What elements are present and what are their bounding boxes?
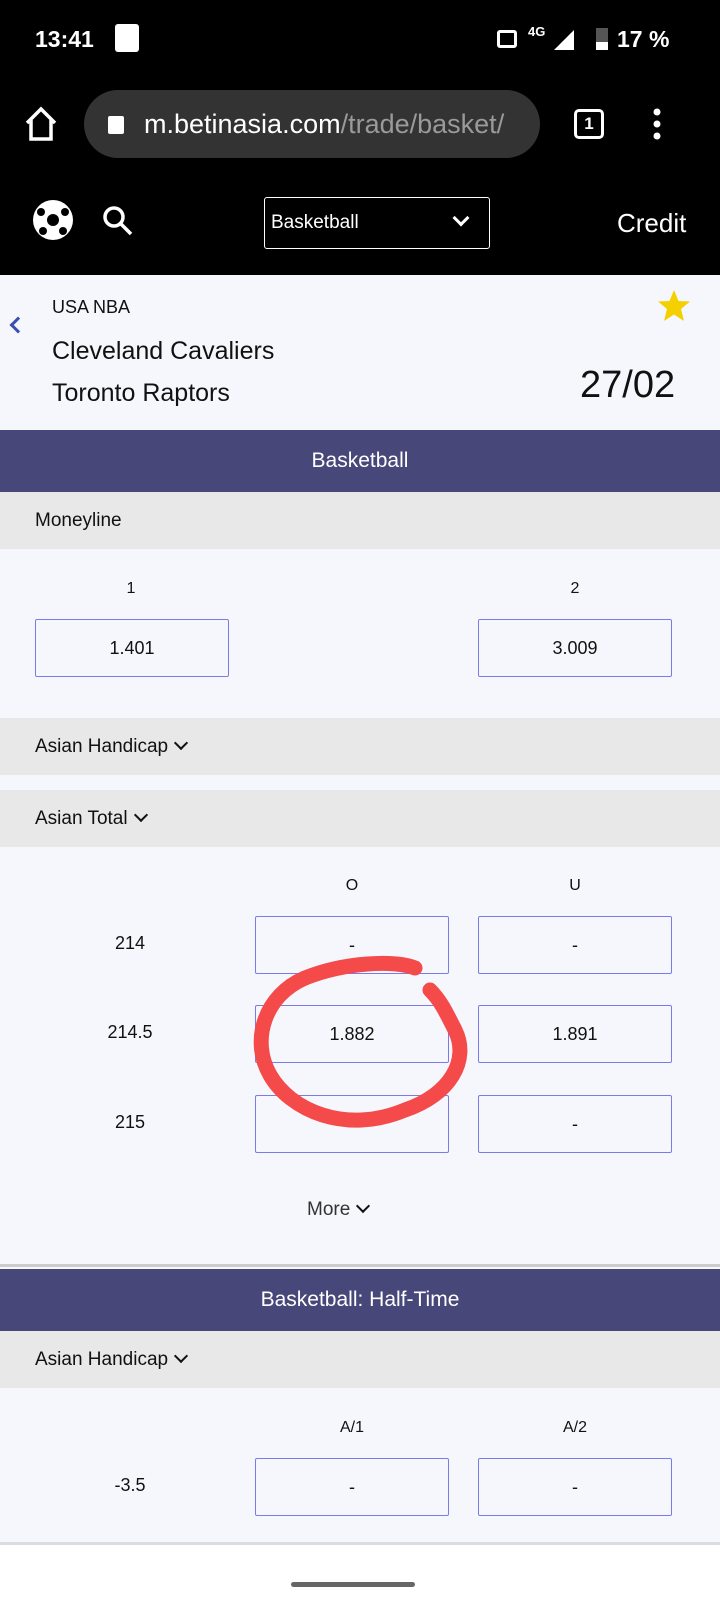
odds-button-a2[interactable]: - [478,1458,672,1516]
league-name: USA NBA [52,297,131,317]
total-line: 214 [114,933,146,953]
chevron-down-icon [133,807,148,823]
market-title: Asian Total [35,808,128,829]
odds-button-home[interactable]: 1.401 [35,619,229,677]
menu-icon[interactable] [650,108,664,140]
ht-header-a1: A/1 [339,1419,364,1436]
market-asian-total[interactable]: Asian Total [0,790,720,847]
battery-icon [596,28,608,50]
section-title-basketball: Basketball [0,430,720,492]
match-header [0,275,720,430]
odds-button-under[interactable]: 1.891 [478,1005,672,1063]
odds-button-under[interactable]: - [478,1095,672,1153]
moneyline-header-2: 2 [570,580,580,597]
credit-label[interactable]: Credit [617,208,687,238]
market-moneyline: Moneyline [0,492,720,549]
home-team: Cleveland Cavaliers [52,337,275,365]
signal-icon [554,30,574,50]
odds-button-a1[interactable]: - [255,1458,449,1516]
soccer-ball-icon[interactable] [31,198,75,242]
home-icon[interactable] [24,106,58,142]
vibrate-icon [497,30,517,48]
market-title: Asian Handicap [35,1349,169,1370]
total-line: 214.5 [107,1022,153,1042]
odds-button-over[interactable]: 1.882 [255,1005,449,1063]
puzzle-icon [115,24,139,52]
chevron-down-icon [356,1198,371,1214]
market-asian-handicap[interactable]: Asian Handicap [0,718,720,775]
total-header-under: U [569,877,581,894]
url-path: /trade/basket/ [340,109,505,139]
moneyline-header-1: 1 [126,580,136,597]
url-bar[interactable]: m.betinasia.com/trade/basket/ [84,90,540,158]
gesture-handle[interactable] [291,1582,415,1587]
handicap-line: -3.5 [114,1475,146,1495]
status-time: 13:41 [35,26,94,52]
network-type: 4G [528,24,546,39]
market-ht-asian-handicap[interactable]: Asian Handicap [0,1331,720,1388]
more-label: More [307,1199,351,1220]
total-line: 215 [114,1112,146,1132]
favorite-star-icon[interactable] [657,289,691,323]
battery-level: 17 % [617,26,670,52]
search-icon[interactable] [102,205,134,237]
sport-select-value: Basketball [271,212,359,233]
sport-select[interactable]: Basketball [264,197,490,249]
lock-icon [108,116,124,134]
ht-header-a2: A/2 [562,1419,587,1436]
odds-button-under[interactable]: - [478,916,672,974]
total-header-over: O [345,877,359,894]
match-date: 27/02 [580,364,676,406]
more-button[interactable]: More [307,1198,371,1221]
market-title: Asian Handicap [35,736,169,757]
odds-button-away[interactable]: 3.009 [478,619,672,677]
chevron-down-icon [452,209,470,227]
nav-bar [0,1542,720,1600]
chevron-down-icon [174,1348,189,1364]
red-circle-annotation [253,955,468,1128]
chevron-down-icon [174,735,189,751]
section-title-half-time: Basketball: Half-Time [0,1269,720,1331]
url-host: m.betinasia.com [144,109,341,139]
divider [0,1264,720,1267]
away-team: Toronto Raptors [52,379,230,407]
tab-count-button[interactable]: 1 [574,109,604,139]
